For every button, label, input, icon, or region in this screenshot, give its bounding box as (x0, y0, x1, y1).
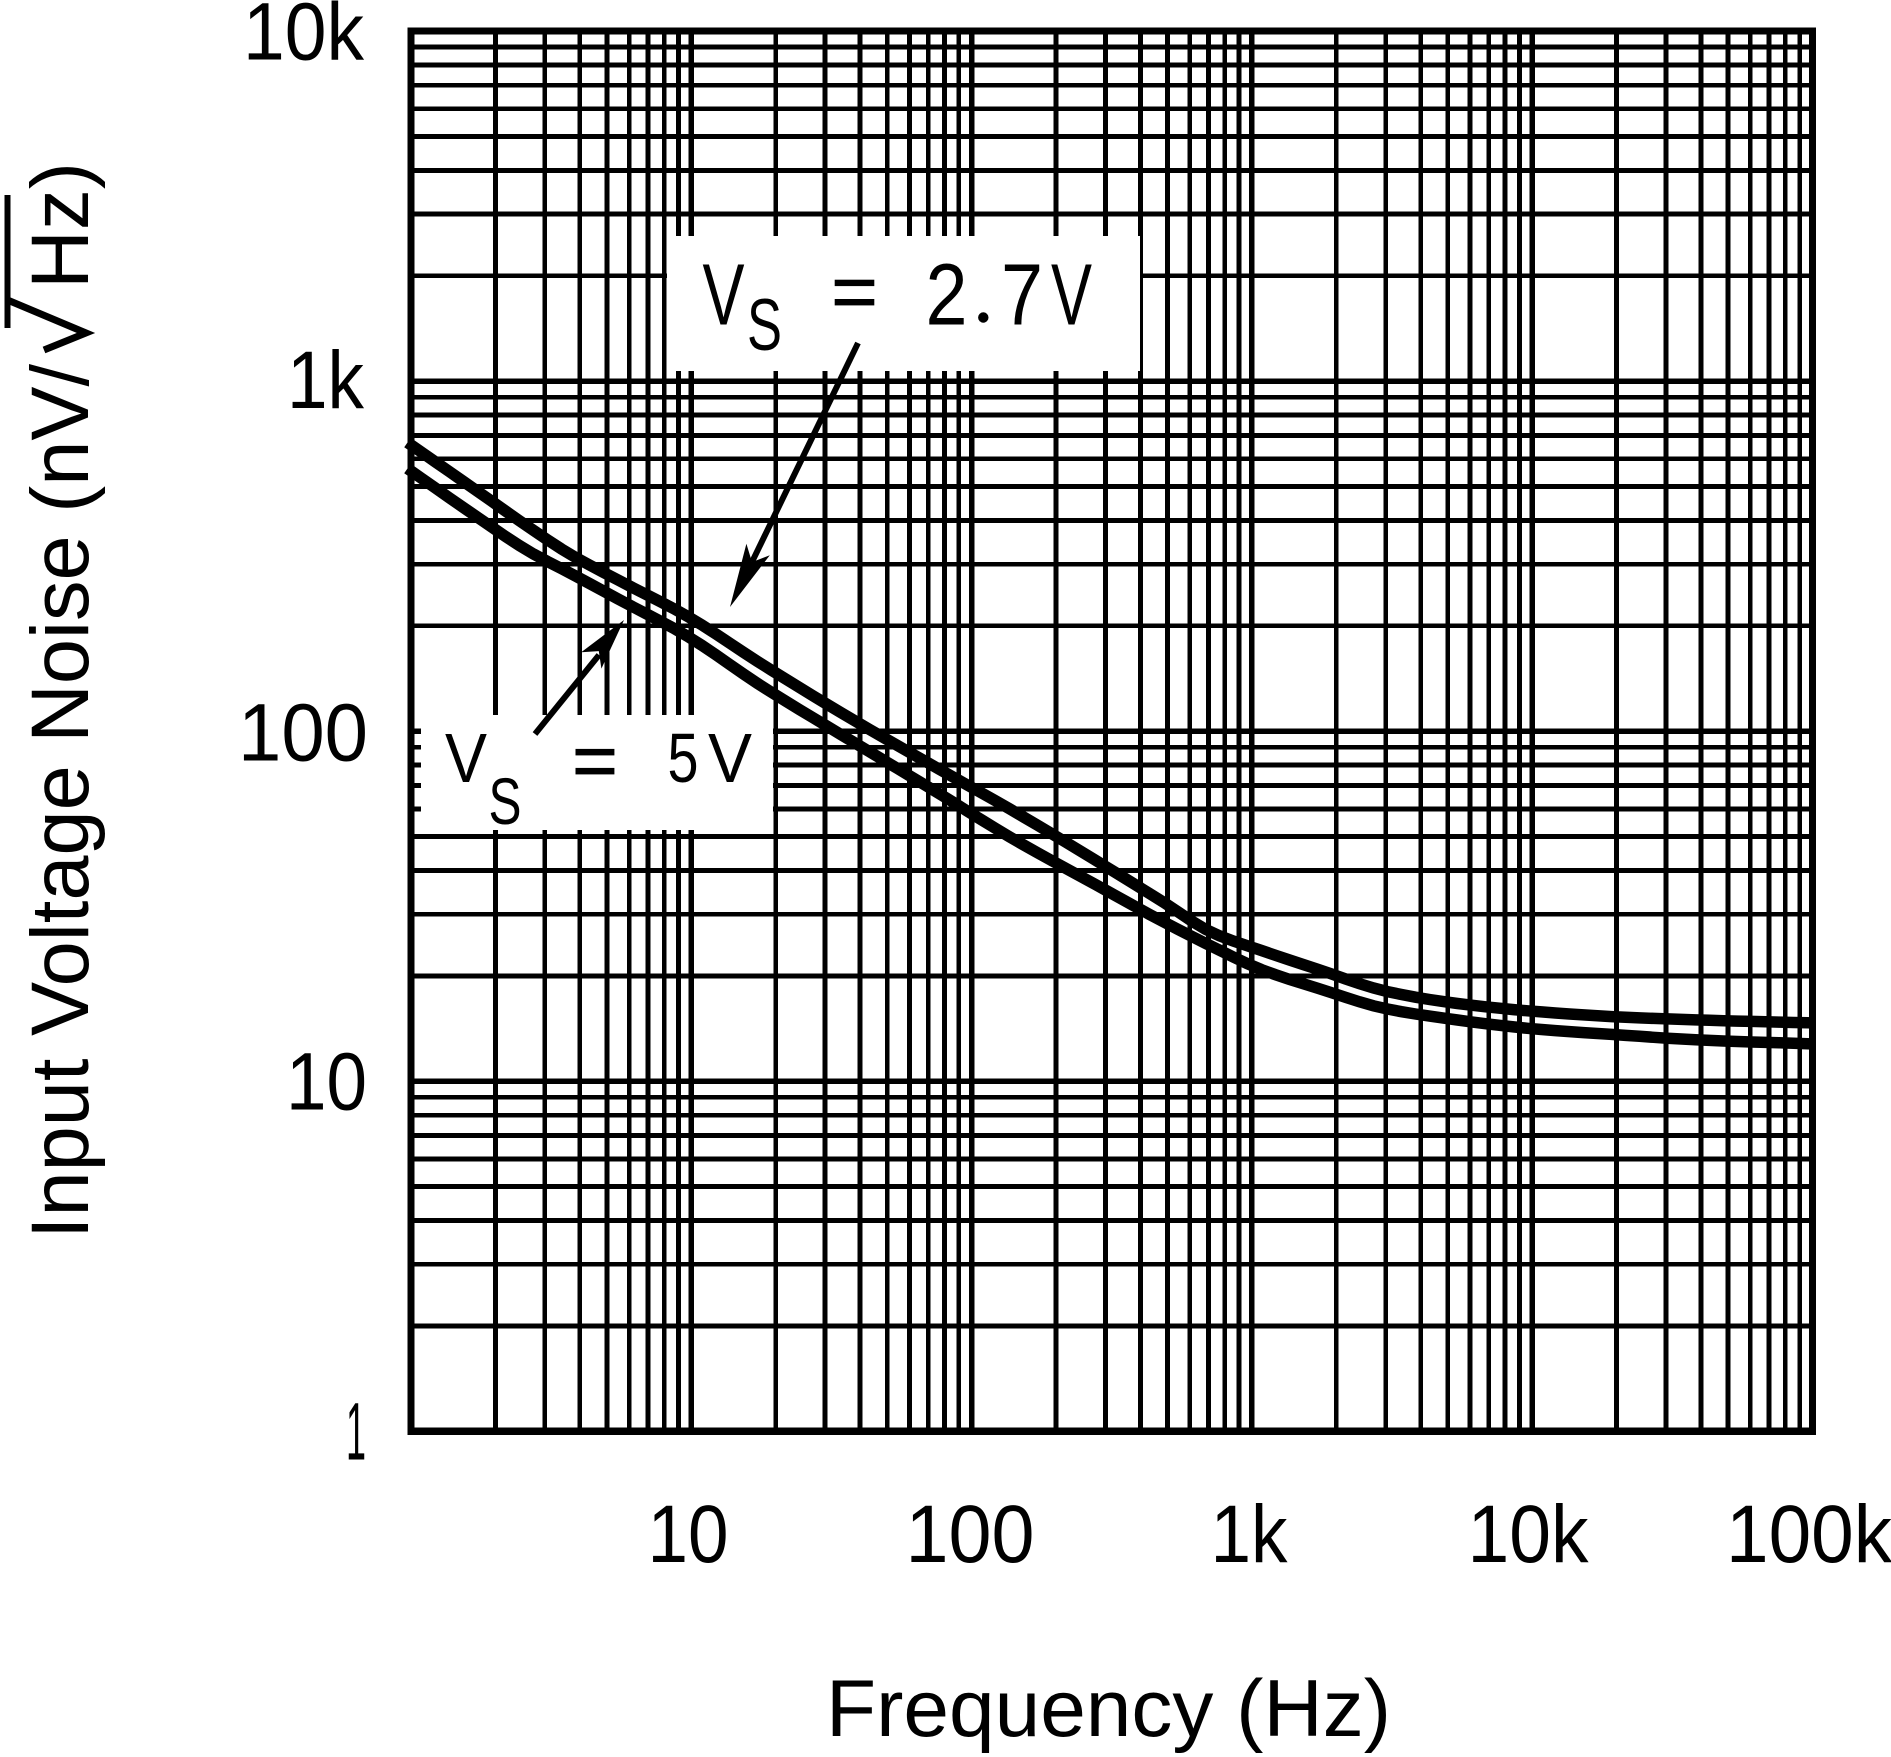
svg-text:V: V (703, 247, 745, 344)
svg-text:100: 100 (238, 688, 368, 779)
svg-text:1k: 1k (1211, 1489, 1289, 1580)
svg-text:100k: 100k (1726, 1489, 1891, 1580)
svg-text:V: V (445, 719, 487, 797)
svg-text:S: S (747, 285, 782, 366)
svg-text:10k: 10k (243, 0, 365, 78)
svg-text:Input Voltage Noise (nV/: Input Voltage Noise (nV/ (15, 364, 106, 1239)
svg-text:S: S (489, 764, 522, 838)
svg-text:10: 10 (648, 1489, 729, 1580)
svg-text:Hz): Hz) (15, 162, 106, 289)
svg-text:100: 100 (906, 1489, 1035, 1580)
svg-text:10k: 10k (1468, 1489, 1590, 1580)
svg-text:Frequency (Hz): Frequency (Hz) (826, 1664, 1391, 1754)
svg-text:2: 2 (926, 247, 968, 344)
svg-text:V: V (708, 719, 752, 797)
svg-text:10: 10 (286, 1037, 367, 1128)
svg-text:1: 1 (346, 1387, 366, 1478)
svg-text:V: V (1051, 247, 1092, 344)
svg-text:1k: 1k (287, 335, 365, 426)
svg-text:5: 5 (668, 719, 699, 797)
svg-text:7: 7 (1001, 247, 1043, 344)
